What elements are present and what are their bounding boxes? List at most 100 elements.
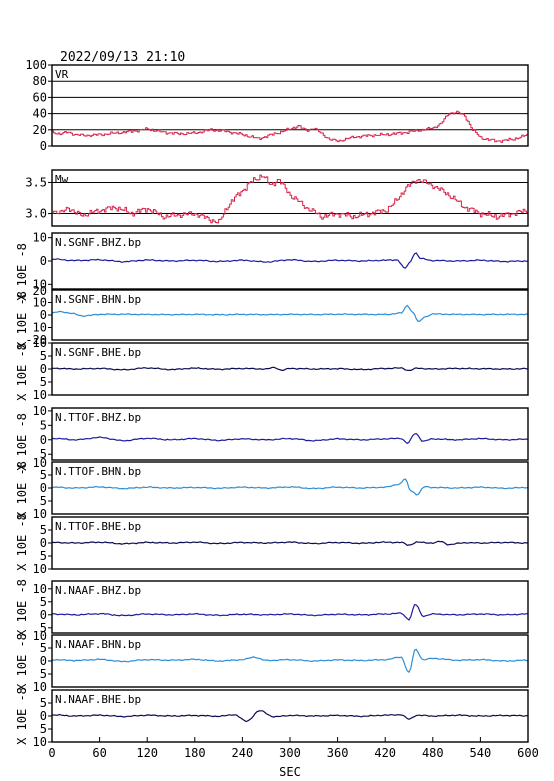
x-tick-label: 420	[374, 746, 396, 760]
y-tick-label: 10	[33, 456, 47, 470]
y-axis-unit-label: X 10E -8	[15, 513, 29, 571]
y-tick-label: 5	[40, 722, 47, 736]
y-axis-unit-label: X 10E -8	[15, 687, 29, 745]
x-tick-label: 300	[279, 746, 301, 760]
x-tick-label: 600	[517, 746, 539, 760]
panel-label: N.TTOF.BHZ.bp	[55, 411, 141, 424]
y-tick-label: 10	[33, 629, 47, 643]
x-tick-label: 180	[184, 746, 206, 760]
x-tick-label: 60	[92, 746, 106, 760]
y-axis-unit-label: X 10E -8	[15, 461, 29, 519]
y-axis-unit-label: X 10E -8	[15, 633, 29, 691]
y-tick-label: -20	[25, 333, 47, 347]
y-axis-unit-label: X 10E -8	[15, 579, 29, 637]
y-axis-unit-label: X 10E -8	[15, 413, 29, 471]
y-tick-label: 5	[40, 595, 47, 609]
panel-label: N.SGNF.BHE.bp	[55, 346, 141, 359]
y-axis-unit-label: X 10E -8	[15, 243, 29, 301]
y-tick-label: 5	[40, 418, 47, 432]
series-line	[51, 710, 529, 723]
timestamp-title: 2022/09/13 21:10	[60, 50, 185, 65]
panel-label: N.TTOF.BHE.bp	[55, 520, 141, 533]
y-tick-label: 5	[40, 349, 47, 363]
y-axis-unit-label: X 10E -8	[15, 291, 29, 349]
y-tick-label: 10	[33, 388, 47, 402]
y-tick-label: 3.5	[25, 175, 47, 189]
y-tick-label: 0	[40, 709, 47, 723]
panel-frame	[51, 169, 529, 227]
y-tick-label: 5	[40, 468, 47, 482]
y-tick-label: 10	[33, 507, 47, 521]
x-tick-label: 240	[232, 746, 254, 760]
y-tick-label: 5	[40, 621, 47, 635]
y-tick-label: 5	[40, 641, 47, 655]
panel-frame	[51, 64, 529, 147]
y-tick-label: 0	[40, 308, 47, 322]
series-line	[51, 604, 528, 621]
y-tick-label: 5	[40, 523, 47, 537]
panel-frame	[51, 407, 529, 461]
y-tick-label: 100	[25, 58, 47, 72]
y-tick-label: 0	[40, 139, 47, 153]
series-line	[52, 110, 529, 143]
y-tick-label: 5	[40, 549, 47, 563]
y-tick-label: 10	[33, 735, 47, 749]
y-tick-label: 10	[33, 277, 47, 291]
x-axis: 0 60 120 180 240 300 360 420 480 540 600	[48, 737, 539, 760]
series-line	[51, 433, 529, 445]
panel-label: N.SGNF.BHN.bp	[55, 293, 141, 306]
y-tick-label: 0	[40, 608, 47, 622]
y-tick-label: 10	[33, 562, 47, 576]
series-line	[52, 174, 529, 224]
panel-label: N.TTOF.BHN.bp	[55, 465, 141, 478]
y-tick-label: 10	[33, 404, 47, 418]
y-axis-unit-label: X 10E -8	[15, 343, 29, 401]
y-tick-label: 10	[33, 231, 47, 245]
panel-n-sgnf-bhz-bp: 10 0 10 N.SGNF.BHZ.bp X 10E -8	[15, 231, 529, 301]
x-axis-label: SEC	[279, 765, 301, 779]
y-tick-label: 60	[33, 90, 47, 104]
y-tick-label: 0	[40, 362, 47, 376]
panel-vr: 0 20 40 60 80 100 VR	[25, 58, 529, 153]
panel-label: N.NAAF.BHZ.bp	[55, 584, 141, 597]
series-line	[51, 540, 528, 546]
x-tick-label: 360	[327, 746, 349, 760]
y-tick-label: 80	[33, 74, 47, 88]
y-tick-label: 0	[40, 433, 47, 447]
panel-label: N.SGNF.BHZ.bp	[55, 236, 141, 249]
y-tick-label: 5	[40, 447, 47, 461]
series-line	[51, 252, 529, 269]
series-line	[51, 478, 529, 496]
y-tick-label: 5	[40, 696, 47, 710]
x-tick-label: 120	[136, 746, 158, 760]
y-tick-label: 3.0	[25, 207, 47, 221]
series-line	[51, 648, 529, 674]
y-tick-label: 10	[33, 582, 47, 596]
x-tick-label: 480	[422, 746, 444, 760]
y-tick-label: 20	[33, 284, 47, 298]
series-line	[52, 366, 529, 372]
y-tick-label: 5	[40, 494, 47, 508]
y-tick-label: 10	[33, 296, 47, 310]
panel-label: N.NAAF.BHE.bp	[55, 693, 141, 706]
x-tick-label: 540	[470, 746, 492, 760]
y-tick-label: 0	[40, 536, 47, 550]
y-tick-label: 40	[33, 107, 47, 121]
y-tick-label: 10	[33, 321, 47, 335]
series-line	[51, 304, 528, 323]
y-tick-label: 0	[40, 254, 47, 268]
y-tick-label: 0	[40, 481, 47, 495]
panel-label: VR	[55, 68, 69, 81]
y-tick-label: 10	[33, 336, 47, 350]
panel-mw: 3.0 3.5 Mw	[25, 169, 529, 227]
y-tick-label: 5	[40, 667, 47, 681]
